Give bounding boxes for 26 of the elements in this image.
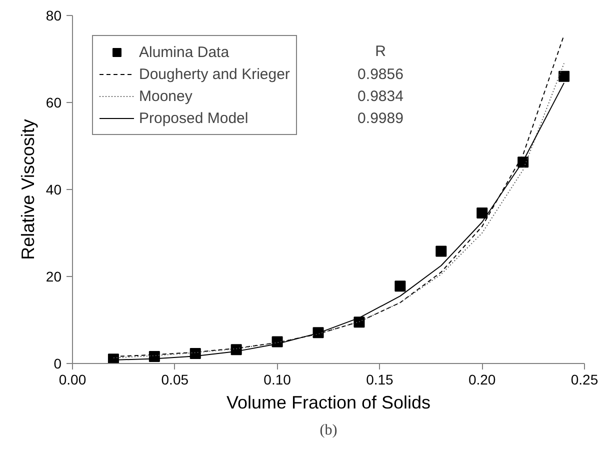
y-tick-label: 20 <box>46 268 62 284</box>
legend-label: Dougherty and Krieger <box>139 64 290 84</box>
legend-label: Alumina Data <box>139 42 230 62</box>
point <box>476 207 488 218</box>
point <box>558 70 570 82</box>
x-axis-title: Volume Fraction of Solids <box>226 392 431 412</box>
legend-label: Mooney <box>139 86 192 106</box>
y-tick-label: 40 <box>46 182 62 198</box>
annotation: 0.9834 <box>358 88 404 105</box>
x-tick-label: 0.15 <box>366 372 394 388</box>
annotation: 0.9856 <box>358 66 404 83</box>
x-tick-label: 0.10 <box>264 372 292 388</box>
y-tick-label: 60 <box>46 94 62 110</box>
x-tick-label: 0.25 <box>570 372 598 388</box>
annotation: R <box>375 43 386 60</box>
x-tick-label: 0.20 <box>468 372 496 388</box>
point <box>436 246 447 257</box>
x-tick-label: 0.00 <box>58 372 86 388</box>
text: (b) <box>320 422 338 438</box>
legend-label: Proposed Model <box>139 108 248 128</box>
y-axis-title: Relative Viscosity <box>18 119 38 260</box>
annotation: 0.9989 <box>358 110 404 127</box>
point <box>394 280 406 292</box>
y-tick-label: 0 <box>54 356 62 372</box>
y-tick-label: 80 <box>46 8 62 24</box>
x-tick-label: 0.05 <box>161 372 189 388</box>
